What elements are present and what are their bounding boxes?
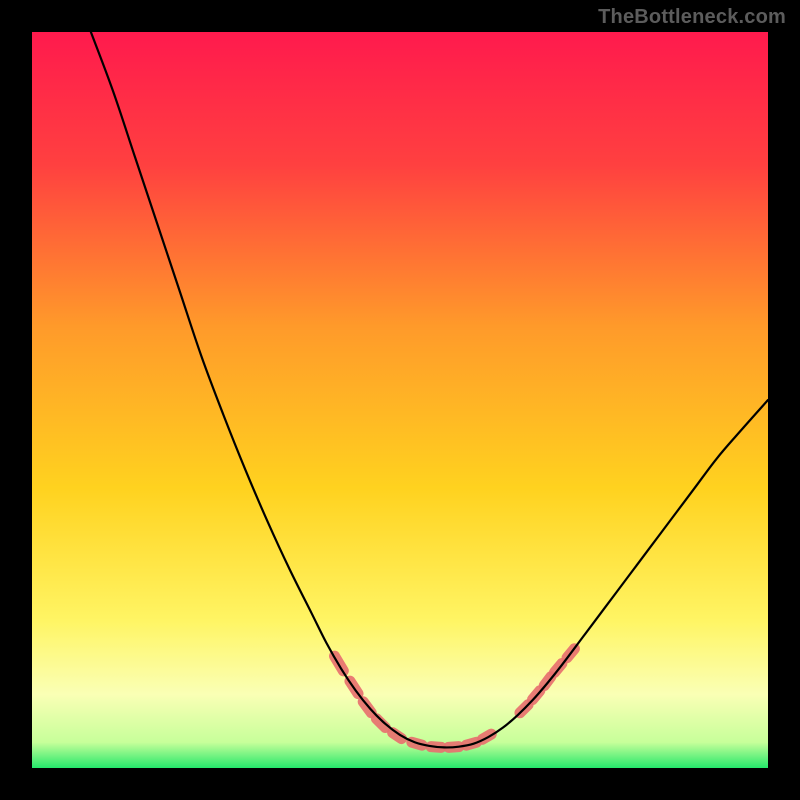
outer-frame: TheBottleneck.com (0, 0, 800, 800)
plot-area (32, 32, 768, 768)
gradient-background (32, 32, 768, 768)
chart-svg (32, 32, 768, 768)
watermark-text: TheBottleneck.com (598, 6, 786, 29)
